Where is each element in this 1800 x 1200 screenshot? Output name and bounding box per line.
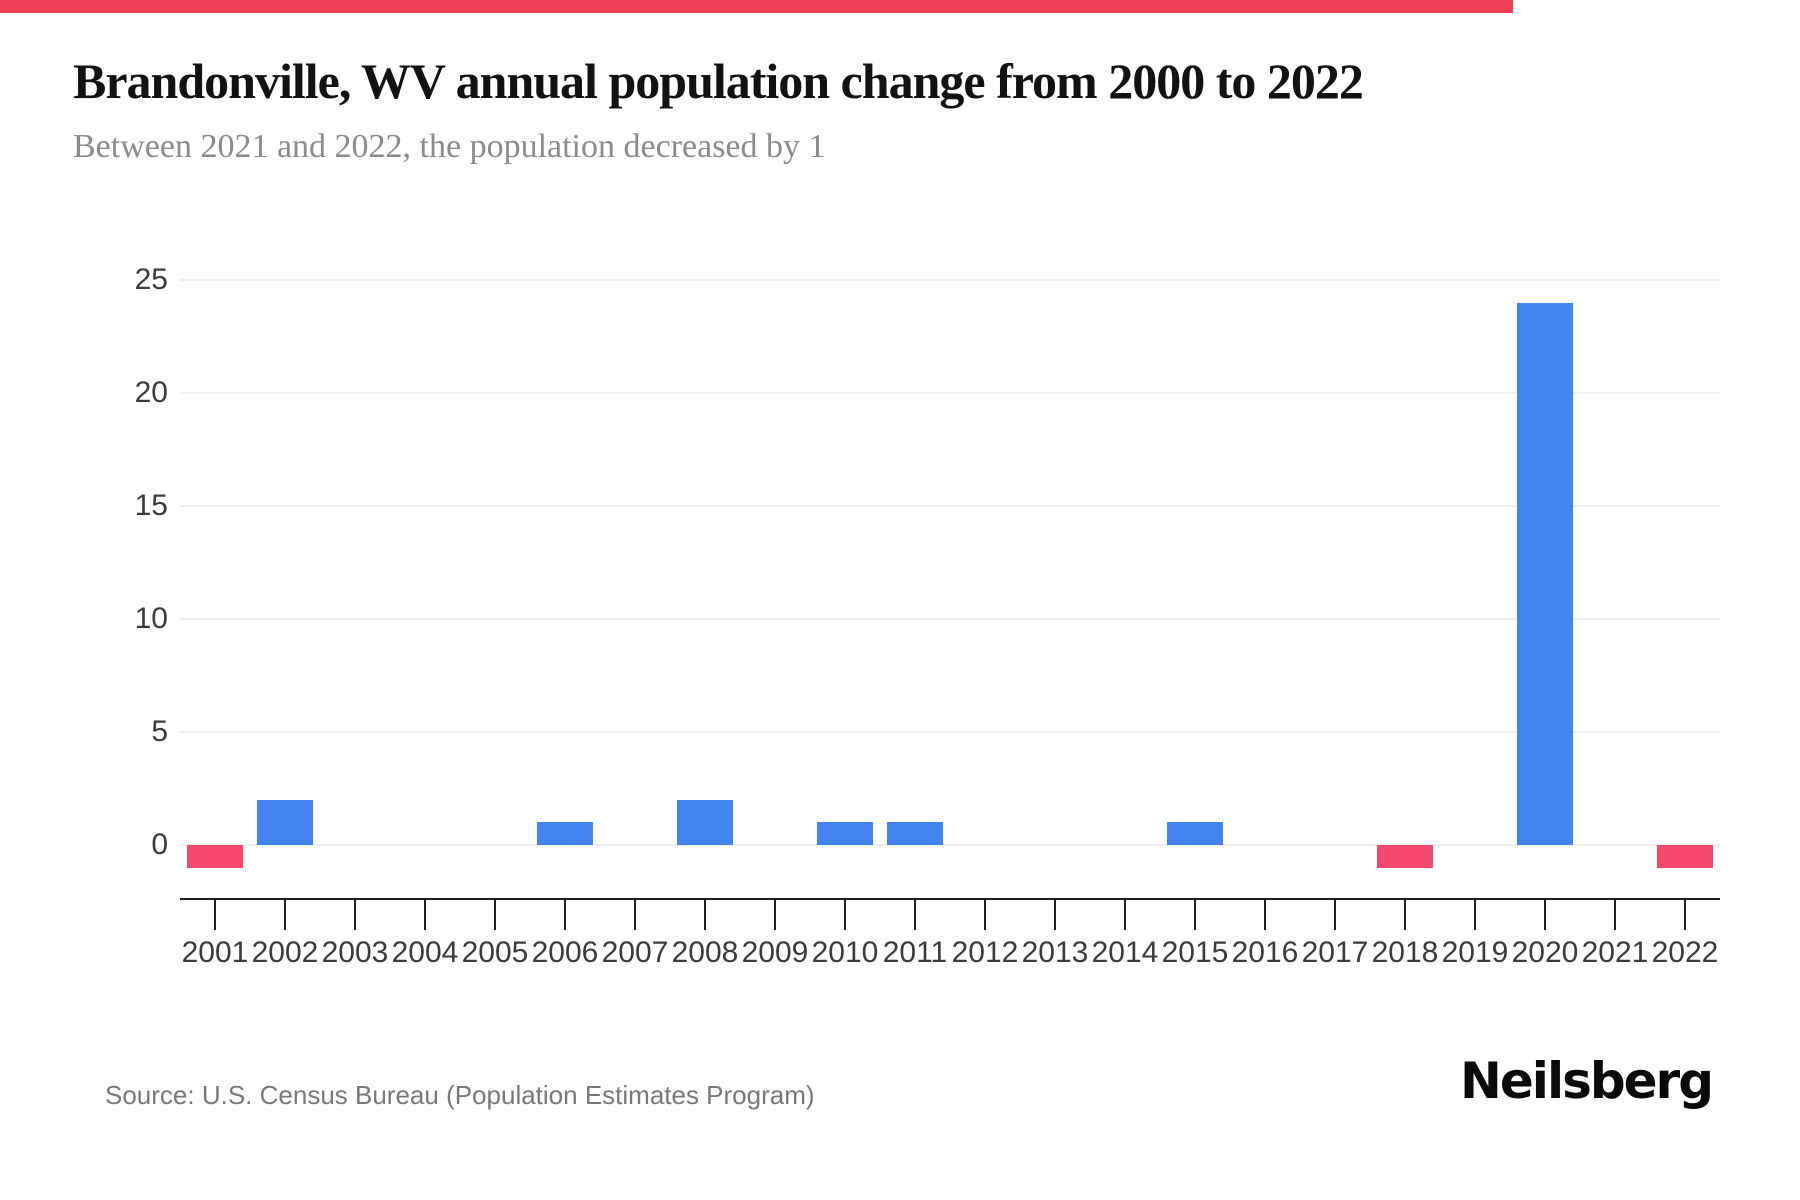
x-tick-2001 [214, 900, 216, 930]
x-tick-2006 [564, 900, 566, 930]
x-tick-2003 [354, 900, 356, 930]
x-tick-label-2004: 2004 [391, 936, 459, 969]
y-tick-label-5: 5 [151, 715, 168, 748]
x-tick-2021 [1614, 900, 1616, 930]
bar-2018[interactable] [1377, 845, 1433, 868]
x-tick-2022 [1684, 900, 1686, 930]
gridline-y-25 [180, 279, 1720, 281]
y-tick-label-15: 15 [134, 489, 168, 522]
y-axis-labels: 0 5 10 15 20 25 [86, 230, 168, 900]
bar-2008[interactable] [677, 799, 733, 845]
x-tick-label-2007: 2007 [601, 936, 669, 969]
y-tick-label-0: 0 [151, 828, 168, 861]
x-tick-label-2006: 2006 [531, 936, 599, 969]
x-tick-label-2013: 2013 [1021, 936, 1089, 969]
chart-subtitle: Between 2021 and 2022, the population de… [73, 128, 826, 165]
x-tick-label-2009: 2009 [741, 936, 809, 969]
x-tick-2004 [424, 900, 426, 930]
y-tick-label-25: 25 [134, 263, 168, 296]
y-tick-label-20: 20 [134, 376, 168, 409]
x-tick-label-2016: 2016 [1231, 936, 1299, 969]
x-tick-2009 [774, 900, 776, 930]
x-tick-label-2015: 2015 [1161, 936, 1229, 969]
gridline-y-15 [180, 505, 1720, 507]
bar-2011[interactable] [887, 822, 943, 845]
bar-2020[interactable] [1517, 302, 1573, 845]
chart-title: Brandonville, WV annual population chang… [73, 53, 1364, 109]
x-tick-label-2008: 2008 [671, 936, 739, 969]
bar-2002[interactable] [257, 799, 313, 845]
gridline-y-0 [180, 844, 1720, 846]
x-tick-label-2011: 2011 [882, 936, 948, 969]
x-tick-2011 [914, 900, 916, 930]
x-tick-2016 [1264, 900, 1266, 930]
x-axis-line [180, 898, 1720, 900]
x-tick-label-2018: 2018 [1371, 936, 1439, 969]
x-tick-2008 [704, 900, 706, 930]
x-tick-label-2012: 2012 [951, 936, 1019, 969]
x-tick-label-2002: 2002 [251, 936, 319, 969]
x-tick-label-2017: 2017 [1301, 936, 1369, 969]
x-tick-label-2010: 2010 [811, 936, 879, 969]
x-tick-2017 [1334, 900, 1336, 930]
x-tick-label-2021: 2021 [1581, 936, 1649, 969]
bar-2010[interactable] [817, 822, 873, 845]
x-tick-2005 [494, 900, 496, 930]
y-tick-label-10: 10 [134, 602, 168, 635]
neilsberg-logo: Neilsberg [1460, 1052, 1714, 1110]
x-tick-label-2020: 2020 [1511, 936, 1579, 969]
top-accent-bar [0, 0, 1513, 13]
x-tick-2007 [634, 900, 636, 930]
x-tick-2013 [1054, 900, 1056, 930]
gridline-y-10 [180, 618, 1720, 620]
bar-2022[interactable] [1657, 845, 1713, 868]
x-tick-label-2003: 2003 [321, 936, 389, 969]
bar-2006[interactable] [537, 822, 593, 845]
x-tick-label-2001: 2001 [181, 936, 249, 969]
source-attribution: Source: U.S. Census Bureau (Population E… [105, 1080, 815, 1110]
x-tick-2015 [1194, 900, 1196, 930]
bar-2015[interactable] [1167, 822, 1223, 845]
x-tick-2020 [1544, 900, 1546, 930]
x-tick-2019 [1474, 900, 1476, 930]
x-tick-2014 [1124, 900, 1126, 930]
gridline-y-20 [180, 392, 1720, 394]
x-tick-2002 [284, 900, 286, 930]
gridline-y-5 [180, 731, 1720, 733]
x-tick-2012 [984, 900, 986, 930]
x-tick-label-2014: 2014 [1091, 936, 1159, 969]
x-tick-2018 [1404, 900, 1406, 930]
bar-2001[interactable] [187, 845, 243, 868]
x-tick-label-2022: 2022 [1651, 936, 1719, 969]
x-tick-label-2019: 2019 [1441, 936, 1509, 969]
x-tick-2010 [844, 900, 846, 930]
x-tick-label-2005: 2005 [461, 936, 529, 969]
bar-chart-plot: 2001 2002 2003 2004 2005 2006 2007 2008 2009 2010… [180, 230, 1720, 969]
